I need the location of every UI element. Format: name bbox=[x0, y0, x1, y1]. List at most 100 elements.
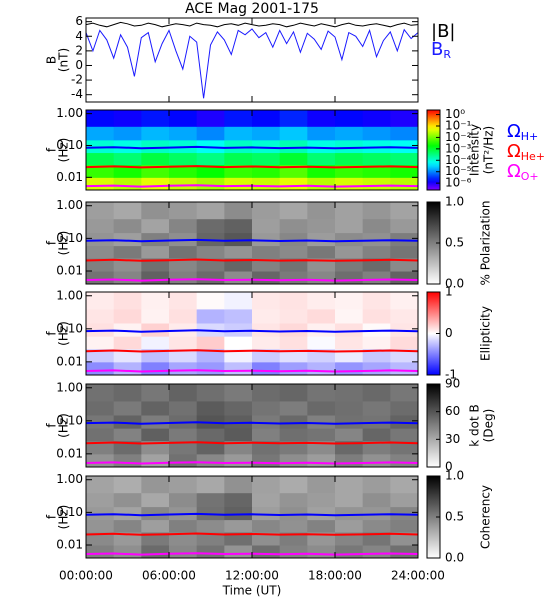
heatmap-cell bbox=[390, 492, 418, 508]
heatmap-cell bbox=[141, 308, 170, 324]
heatmap-cell bbox=[252, 414, 281, 429]
heatmap-cell bbox=[224, 348, 253, 363]
heatmap-cell bbox=[196, 428, 225, 442]
heatmap-cell bbox=[86, 232, 115, 247]
heatmap-cell bbox=[362, 292, 391, 310]
heatmap-cell bbox=[390, 218, 418, 234]
colorbar-tick-label: 1.0 bbox=[445, 195, 464, 209]
series-line bbox=[86, 28, 418, 99]
series-line bbox=[86, 21, 418, 28]
y-tick-label: 2 bbox=[75, 43, 83, 57]
colorbar-tick-label: 10⁻⁶ bbox=[445, 176, 472, 190]
heatmap-cell bbox=[362, 245, 391, 259]
heatmap-cell bbox=[390, 258, 418, 272]
heatmap-cell bbox=[141, 292, 170, 310]
heatmap-cell bbox=[335, 519, 364, 533]
heatmap-cell bbox=[169, 152, 198, 166]
y-tick-label: 1.00 bbox=[56, 106, 83, 120]
heatmap-cell bbox=[252, 126, 281, 141]
heatmap-cell bbox=[224, 336, 253, 350]
colorbar-label: Intensity bbox=[468, 124, 482, 176]
heatmap-cell bbox=[390, 152, 418, 166]
y-tick-label: 0.10 bbox=[56, 505, 83, 519]
heatmap-cell bbox=[169, 126, 198, 141]
heatmap-cell bbox=[169, 440, 198, 455]
heatmap-cell bbox=[307, 271, 336, 284]
heatmap-cell bbox=[252, 336, 281, 350]
heatmap-cell bbox=[113, 361, 142, 375]
heatmap-cell bbox=[113, 506, 142, 521]
heatmap-cell bbox=[335, 361, 364, 375]
heatmap-cell bbox=[252, 400, 281, 416]
y-axis-label: f bbox=[45, 240, 59, 245]
heatmap-cell bbox=[307, 519, 336, 533]
y-axis-label: B bbox=[45, 56, 59, 64]
legend-entry: BR bbox=[431, 39, 451, 61]
y-axis-label: (nT) bbox=[57, 48, 71, 72]
heatmap-cell bbox=[169, 292, 198, 310]
heatmap-cell bbox=[224, 258, 253, 272]
colorbar-tick-label: 0.0 bbox=[445, 551, 464, 565]
y-axis-label: (Hz) bbox=[57, 231, 71, 256]
heatmap-cell bbox=[224, 476, 253, 494]
y-tick-label: 0.01 bbox=[56, 354, 83, 368]
heatmap-cell bbox=[335, 545, 364, 558]
heatmap-cell bbox=[141, 428, 170, 442]
colorbar-tick-label: 1 bbox=[445, 285, 453, 299]
heatmap-cell bbox=[279, 126, 308, 141]
heatmap-cell bbox=[113, 152, 142, 166]
heatmap-cell bbox=[224, 232, 253, 247]
heatmap-cell bbox=[113, 322, 142, 337]
heatmap-cell bbox=[196, 152, 225, 166]
heatmap-cell bbox=[307, 232, 336, 247]
heatmap-cell bbox=[224, 126, 253, 141]
heatmap-cell bbox=[196, 440, 225, 455]
heatmap-cell bbox=[335, 292, 364, 310]
heatmap-cell bbox=[335, 492, 364, 508]
y-axis-label: f bbox=[45, 331, 59, 336]
heatmap-cell bbox=[252, 232, 281, 247]
heatmap-cell bbox=[335, 271, 364, 284]
series-line bbox=[86, 349, 418, 353]
y-tick-label: -2 bbox=[71, 73, 83, 87]
heatmap-cell bbox=[224, 271, 253, 284]
heatmap-cell bbox=[279, 336, 308, 350]
colorbar-tick-label: 90 bbox=[445, 377, 460, 391]
heatmap-cell bbox=[86, 428, 115, 442]
y-tick-label: 1.00 bbox=[56, 198, 83, 212]
heatmap-cell bbox=[362, 361, 391, 375]
heatmap-cell bbox=[86, 110, 115, 127]
heatmap-cell bbox=[252, 476, 281, 494]
heatmap-cell bbox=[169, 545, 198, 558]
heatmap-cell bbox=[86, 361, 115, 375]
heatmap-cell bbox=[141, 545, 170, 558]
heatmap-cell bbox=[307, 202, 336, 220]
heatmap-cell bbox=[86, 384, 115, 402]
heatmap-cell bbox=[141, 232, 170, 247]
heatmap-cell bbox=[141, 492, 170, 508]
heatmap-cell bbox=[362, 126, 391, 141]
heatmap-cell bbox=[169, 110, 198, 127]
legend-name: |B| bbox=[431, 21, 455, 42]
heatmap-cell bbox=[141, 476, 170, 494]
heatmap-cell bbox=[362, 322, 391, 337]
heatmap-cell bbox=[196, 453, 225, 467]
heatmap-cell bbox=[279, 400, 308, 416]
heatmap-cell bbox=[362, 453, 391, 467]
legend-name: Ω bbox=[507, 121, 521, 142]
heatmap-cell bbox=[86, 414, 115, 429]
heatmap-cell bbox=[169, 492, 198, 508]
series-line bbox=[86, 329, 418, 333]
heatmap-cell bbox=[252, 110, 281, 127]
colorbar-tick-label: 10⁻³ bbox=[445, 141, 472, 155]
colorbar-tick-label: 0.5 bbox=[445, 510, 464, 524]
heatmap-cell bbox=[113, 271, 142, 284]
heatmap-cell bbox=[86, 519, 115, 533]
heatmap-cell bbox=[362, 336, 391, 350]
colorbar-tick-label: 1.0 bbox=[445, 469, 464, 483]
heatmap-cell bbox=[362, 506, 391, 521]
heatmap-cell bbox=[169, 476, 198, 494]
heatmap-cell bbox=[196, 271, 225, 284]
heatmap-cell bbox=[169, 164, 198, 178]
heatmap-cell bbox=[141, 271, 170, 284]
